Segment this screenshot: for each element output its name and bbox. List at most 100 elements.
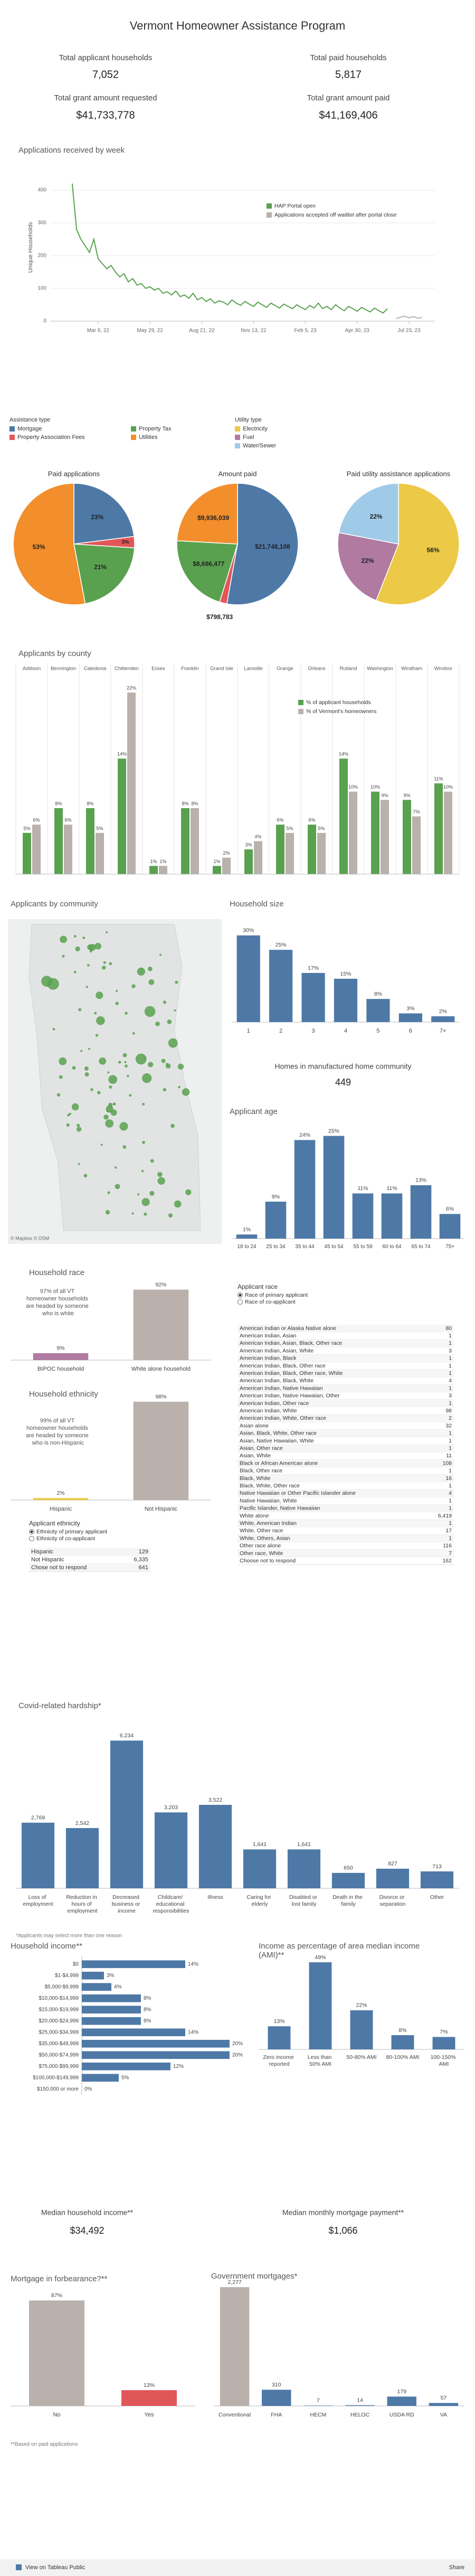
bar <box>82 2039 230 2048</box>
bar <box>133 1401 189 1500</box>
x-tick-label: 2 <box>279 1028 282 1034</box>
x-tick-label: 4 <box>344 1028 347 1034</box>
table-row <box>238 1534 454 1542</box>
x-tick-label: Decreased business or income <box>112 1894 142 1914</box>
facet-label: Chittenden <box>115 666 139 672</box>
bar <box>96 832 104 874</box>
x-tick-label: Not Hispanic <box>145 1506 178 1512</box>
legend-title: Utility type <box>235 417 262 423</box>
data-label: 2,277 <box>227 2279 241 2285</box>
data-label: 2% <box>223 850 230 856</box>
legend-swatch <box>131 426 136 432</box>
radio[interactable] <box>238 1299 243 1305</box>
bar <box>86 808 94 874</box>
x-tick-label: Caring for elderly <box>246 1894 272 1907</box>
map-dot <box>106 931 108 934</box>
bar <box>352 1193 374 1239</box>
y-tick-label: $0 <box>73 1961 79 1967</box>
y-tick-label: 100 <box>37 286 46 292</box>
legend-swatch <box>131 435 136 440</box>
bar <box>286 832 294 874</box>
x-tick-label: Mar 6, 22 <box>87 328 110 334</box>
data-label: 53% <box>33 543 45 550</box>
row-label: Asian, Native Hawaiian, White <box>240 1438 314 1444</box>
row-value: 98 <box>445 1408 452 1414</box>
map-dot <box>137 1193 140 1196</box>
y-tick-label: 300 <box>37 220 46 226</box>
row-label: Hispanic <box>31 1549 54 1555</box>
radio-label[interactable]: Race of primary applicant <box>245 1292 308 1298</box>
radio[interactable] <box>29 1536 34 1541</box>
radio-label[interactable]: Ethnicity of primary applicant <box>36 1529 107 1535</box>
bar <box>110 1740 144 1888</box>
radio-label[interactable]: Race of co-applicant <box>245 1299 296 1305</box>
share-button[interactable]: Share <box>449 2564 464 2571</box>
x-tick-label: HELOC <box>350 2412 370 2418</box>
facet-label: Rutland <box>340 666 357 672</box>
map-dot <box>142 1103 145 1106</box>
table-row <box>238 1459 454 1467</box>
data-label: 6% <box>64 818 71 823</box>
map-dot <box>114 1166 117 1169</box>
bar <box>220 2287 250 2406</box>
map-dot <box>90 1088 93 1091</box>
bar <box>371 791 379 874</box>
data-label: 5% <box>96 826 103 831</box>
radio-dot <box>239 1294 242 1297</box>
bar <box>334 978 358 1022</box>
bar <box>331 1872 365 1888</box>
map-dot <box>118 1061 121 1064</box>
facet-label: Orange <box>277 666 293 672</box>
map-dot <box>87 944 93 950</box>
row-value: 108 <box>442 1460 452 1466</box>
bar <box>294 1140 316 1239</box>
data-label: 13% <box>144 2382 155 2388</box>
row-label: Asian, Other race <box>240 1445 283 1451</box>
x-tick-label: Yes <box>145 2412 154 2418</box>
data-label: 20% <box>232 2052 243 2058</box>
bar <box>431 1016 455 1022</box>
data-label: 310 <box>272 2382 281 2388</box>
table-row <box>29 1548 150 1556</box>
row-value: 116 <box>443 1543 452 1549</box>
row-value: 1 <box>449 1505 452 1512</box>
map-dot <box>109 1085 112 1089</box>
bar <box>432 2037 455 2049</box>
bar <box>133 1289 189 1360</box>
bar <box>317 832 326 874</box>
kpi-label: Homes in manufactured home community <box>274 1062 411 1071</box>
row-value: 1 <box>449 1497 452 1504</box>
bar <box>236 1234 258 1239</box>
row-label: American Indian, Black, Other race, Whit… <box>240 1370 343 1376</box>
legend-label: Property Association Fees <box>17 434 85 441</box>
map-dot <box>96 1016 105 1025</box>
facet-label: Windsor <box>434 666 453 672</box>
map-dot <box>127 1074 129 1078</box>
bar <box>127 692 136 874</box>
table-title: Applicant race <box>238 1283 278 1290</box>
data-label: 30% <box>243 928 254 934</box>
row-label: American Indian, Other race <box>240 1400 309 1407</box>
footer-link[interactable]: View on Tableau Public <box>25 2564 86 2571</box>
chart-title: Income as percentage of area median inco… <box>259 1942 422 1960</box>
map-dot <box>109 962 112 966</box>
map-dot <box>157 1172 163 1177</box>
table-title: Applicant ethnicity <box>29 1520 80 1527</box>
radio-label[interactable]: Ethnicity of co-applicant <box>36 1535 95 1542</box>
kpi-label: Total paid households <box>310 53 386 62</box>
x-tick-label: 50-80% AMI <box>346 2054 376 2060</box>
x-tick-label: 3 <box>312 1028 315 1034</box>
row-label: American Indian, Asian, Black, Other rac… <box>240 1340 343 1346</box>
row-label: American Indian, Native Hawaiian, Other <box>240 1393 340 1399</box>
chart-title: Covid-related hardship* <box>18 1701 101 1710</box>
data-label: 827 <box>388 1861 397 1867</box>
bar <box>366 999 390 1022</box>
table-row <box>238 1384 454 1392</box>
kpi-value: $34,492 <box>70 2225 104 2236</box>
bar <box>308 825 316 874</box>
x-tick-label: Aug 21, 22 <box>189 328 215 334</box>
facet-label: Franklin <box>181 666 199 672</box>
x-tick-label: 80-100% AMI <box>386 2054 419 2060</box>
data-label: 4% <box>114 1984 122 1990</box>
row-label: Black, Other race <box>240 1468 282 1474</box>
